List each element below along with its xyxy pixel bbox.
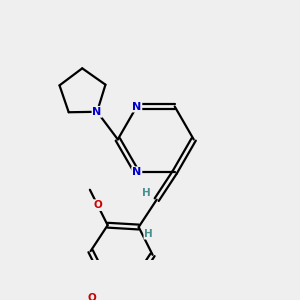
Text: N: N bbox=[92, 107, 102, 117]
Text: N: N bbox=[132, 101, 141, 112]
Text: N: N bbox=[132, 167, 141, 177]
Text: O: O bbox=[93, 200, 102, 210]
Text: O: O bbox=[88, 292, 97, 300]
Text: H: H bbox=[144, 229, 153, 239]
Text: H: H bbox=[142, 188, 151, 198]
